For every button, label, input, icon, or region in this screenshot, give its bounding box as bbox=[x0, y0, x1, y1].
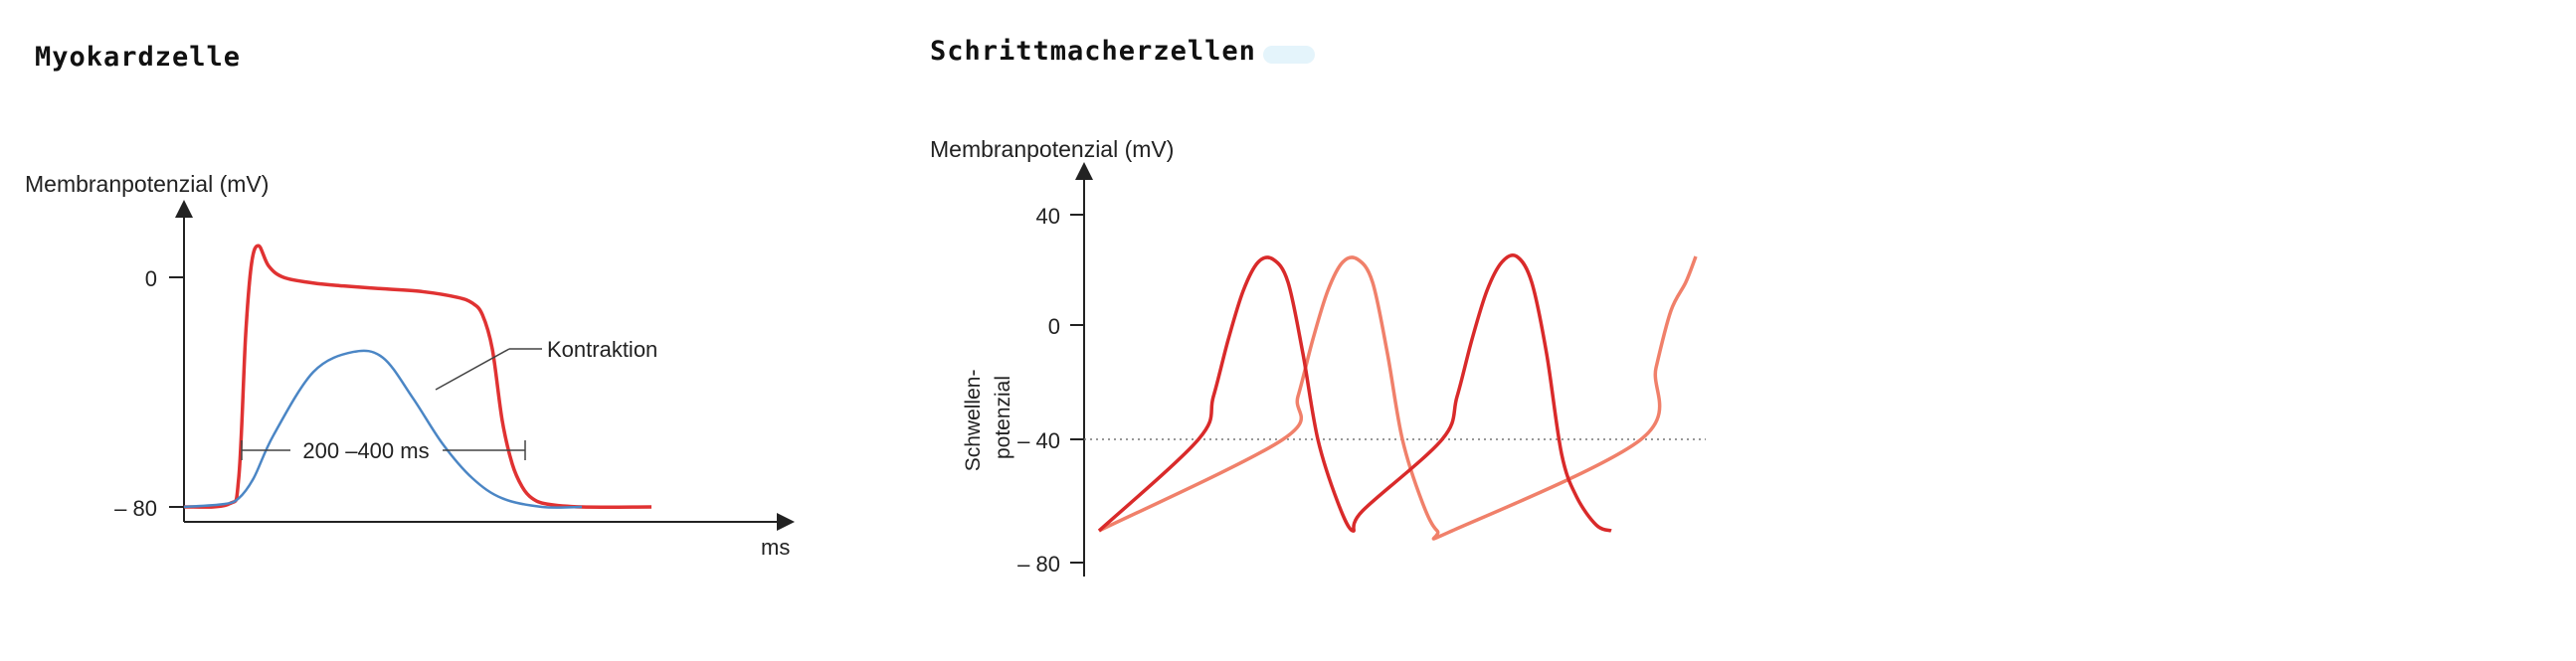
threshold-label-line1: Schwellen- bbox=[962, 370, 985, 472]
y-tick-label-40: 40 bbox=[1036, 204, 1060, 229]
chart-schrittmacherzellen: Membranpotenzial (mV) 40 0 – 40 – 80 Sch… bbox=[930, 136, 1706, 577]
label-kontraktion: Kontraktion bbox=[547, 337, 657, 362]
y-tick-label-minus80: – 80 bbox=[114, 496, 157, 521]
y-tick-label-minus80-right: – 80 bbox=[1017, 552, 1060, 577]
series-pacemaker-a bbox=[1097, 252, 1612, 533]
series-pacemaker-b bbox=[1098, 255, 1698, 541]
highlight-mark bbox=[1263, 46, 1315, 64]
threshold-label-line2: potenzial bbox=[992, 376, 1014, 459]
heading-schrittmacherzellen: Schrittmacherzellen bbox=[930, 36, 1256, 67]
y-axis-label-left: Membranpotenzial (mV) bbox=[25, 171, 269, 197]
x-axis-label-ms: ms bbox=[761, 535, 790, 560]
y-tick-label-minus40: – 40 bbox=[1017, 428, 1060, 453]
y-tick-label-0: 0 bbox=[145, 266, 157, 291]
y-axis-label-right: Membranpotenzial (mV) bbox=[930, 136, 1174, 162]
kontraktion-leader-line bbox=[435, 348, 510, 391]
label-duration: 200 –400 ms bbox=[302, 438, 429, 463]
series-contraction bbox=[183, 349, 583, 509]
threshold-label: Schwellen- potenzial bbox=[962, 364, 1014, 472]
heading-myokardzelle: Myokardzelle bbox=[35, 42, 242, 73]
chart-myokardzelle: Membranpotenzial (mV) 0 – 80 ms Kontrakt… bbox=[25, 171, 795, 560]
series-action-potential bbox=[183, 244, 652, 509]
y-tick-label-0-right: 0 bbox=[1048, 314, 1060, 339]
